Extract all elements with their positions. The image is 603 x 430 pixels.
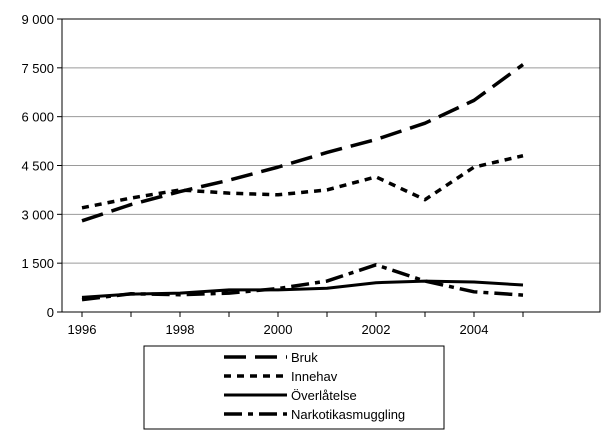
x-tick-label: 1998 xyxy=(166,322,195,337)
y-tick-label: 4 500 xyxy=(21,159,54,174)
legend-box xyxy=(143,345,445,430)
series-lines xyxy=(81,63,525,302)
y-tick-label: 0 xyxy=(47,305,54,320)
y-tick-label: 9 000 xyxy=(21,12,54,27)
series-line-bruk xyxy=(81,63,525,223)
x-tick-label: 2000 xyxy=(264,322,293,337)
gridlines xyxy=(62,67,600,264)
y-tick-label: 1 500 xyxy=(21,256,54,271)
legend-label: Narkotikasmuggling xyxy=(291,407,405,422)
y-tick-label: 3 000 xyxy=(21,207,54,222)
x-tick-label: 2004 xyxy=(460,322,489,337)
legend: Bruk Innehav Överlåtelse Narkotikasmuggling xyxy=(143,345,445,430)
x-tick-label: 1996 xyxy=(68,322,97,337)
x-tick-label: 2002 xyxy=(362,322,391,337)
series-line-narkotikasmuggling xyxy=(81,263,524,302)
series-line-innehav xyxy=(81,154,524,210)
axes: 0 1 500 3 000 4 500 6 000 7 500 9 000 1996 1998 2… xyxy=(21,12,524,337)
y-tick-label: 6 000 xyxy=(21,110,54,125)
y-tick-label: 7 500 xyxy=(21,61,54,76)
legend-label: Bruk xyxy=(291,350,318,365)
legend-label: Överlåtelse xyxy=(291,388,357,403)
legend-label: Innehav xyxy=(291,369,338,384)
